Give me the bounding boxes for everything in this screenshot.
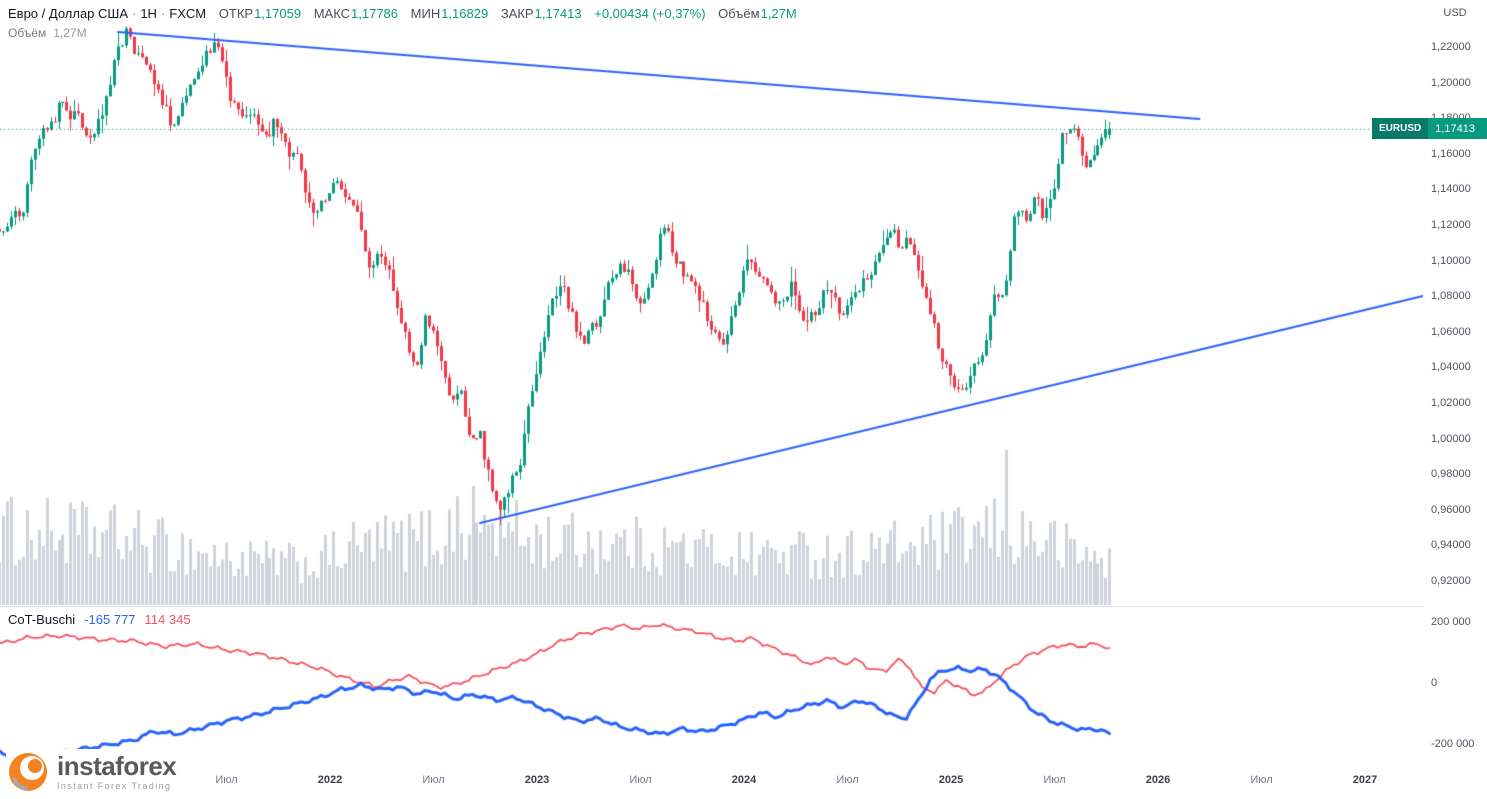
- instaforex-logo: instaforex Instant Forex Trading: [6, 749, 191, 795]
- price-axis-label: 1,02000: [1431, 397, 1471, 409]
- cot-legend: CoT-Buschi -165 777 114 345: [8, 612, 191, 627]
- time-axis-label: 2023: [524, 774, 550, 786]
- time-axis-label: Июл: [422, 774, 445, 786]
- time-axis[interactable]: Июл 2022 Июл 2023 Июл 2024 Июл 2025 Июл 2026 Июл 20…: [0, 763, 1423, 799]
- legend-separator: ·: [131, 6, 137, 21]
- cot-axis-label: -200 000: [1431, 738, 1475, 750]
- ohlc-low: МИН1,16829: [410, 6, 489, 21]
- price-axis-label: 1,10000: [1431, 254, 1471, 267]
- time-axis-label: Июл: [629, 774, 652, 786]
- time-axis-label: 2024: [731, 774, 757, 786]
- volume-legend-label: Объём: [8, 26, 47, 40]
- ohlc-high: МАКС1,17786: [313, 6, 399, 21]
- logo-tagline: Instant Forex Trading: [57, 781, 172, 791]
- time-axis-label: Июл: [1250, 774, 1273, 786]
- time-axis-label: 2026: [1145, 774, 1171, 786]
- cot-axis-label: 0: [1431, 677, 1438, 689]
- time-axis-label: Июл: [836, 774, 859, 786]
- legend-separator: ·: [160, 6, 166, 21]
- time-axis-label: 2027: [1352, 774, 1378, 786]
- price-axis-label: 1,16000: [1431, 147, 1471, 160]
- price-axis-label: 1,00000: [1431, 432, 1471, 445]
- price-axis-label: 1,06000: [1431, 325, 1471, 338]
- logo-name: instaforex: [57, 751, 177, 781]
- pane-separator-main-cot[interactable]: [0, 606, 1487, 607]
- time-axis-label: Июл: [215, 774, 238, 786]
- price-axis-label: 0,96000: [1431, 503, 1471, 516]
- price-axis-label: 1,20000: [1431, 76, 1471, 89]
- symbol-legend: Евро / Доллар США · 1Н · FXCM ОТКР1,17059 МА…: [8, 6, 797, 21]
- time-axis-label: 2022: [317, 774, 343, 786]
- price-axis-label: 0,98000: [1431, 468, 1471, 481]
- price-badge-value: 1,17413: [1428, 118, 1487, 139]
- interval-label[interactable]: 1Н: [140, 6, 157, 21]
- price-axis-label: 1,08000: [1431, 290, 1471, 303]
- price-axis-label: 1,14000: [1431, 183, 1471, 196]
- header-volume: Объём1,27M: [718, 6, 797, 21]
- volume-legend-value: 1,27M: [53, 26, 87, 40]
- instaforex-icon: [8, 752, 48, 792]
- cot-blue-value: -165 777: [84, 612, 136, 627]
- cot-indicator-name[interactable]: CoT-Buschi: [8, 612, 76, 627]
- price-badge-ticker: EURUSD: [1372, 118, 1429, 139]
- logo-text: instaforex Instant Forex Trading: [57, 751, 177, 791]
- price-axis-label: 1,04000: [1431, 361, 1471, 374]
- volume-legend[interactable]: Объём 1,27M: [8, 26, 87, 40]
- price-axis-label: 1,12000: [1431, 219, 1471, 231]
- symbol-title[interactable]: Евро / Доллар США: [8, 6, 128, 21]
- ohlc-close: ЗАКР1,17413: [500, 6, 582, 21]
- time-axis-label: Июл: [1043, 774, 1066, 786]
- ohlc-open: ОТКР1,17059: [218, 6, 302, 21]
- cot-red-value: 114 345: [144, 612, 191, 627]
- exchange-label: FXCM: [169, 6, 207, 21]
- cot-axis-label: 200 000: [1431, 616, 1471, 628]
- currency-label[interactable]: USD: [1443, 7, 1467, 19]
- price-axis-label: 0,94000: [1431, 539, 1471, 552]
- time-axis-label: 2025: [938, 774, 964, 786]
- price-axis-label: 1,22000: [1431, 41, 1471, 53]
- price-axis-label: 0,92000: [1431, 575, 1471, 587]
- price-badge: EURUSD 1,17413: [1372, 118, 1487, 139]
- change-value: +0,00434 (+0,37%): [594, 6, 706, 21]
